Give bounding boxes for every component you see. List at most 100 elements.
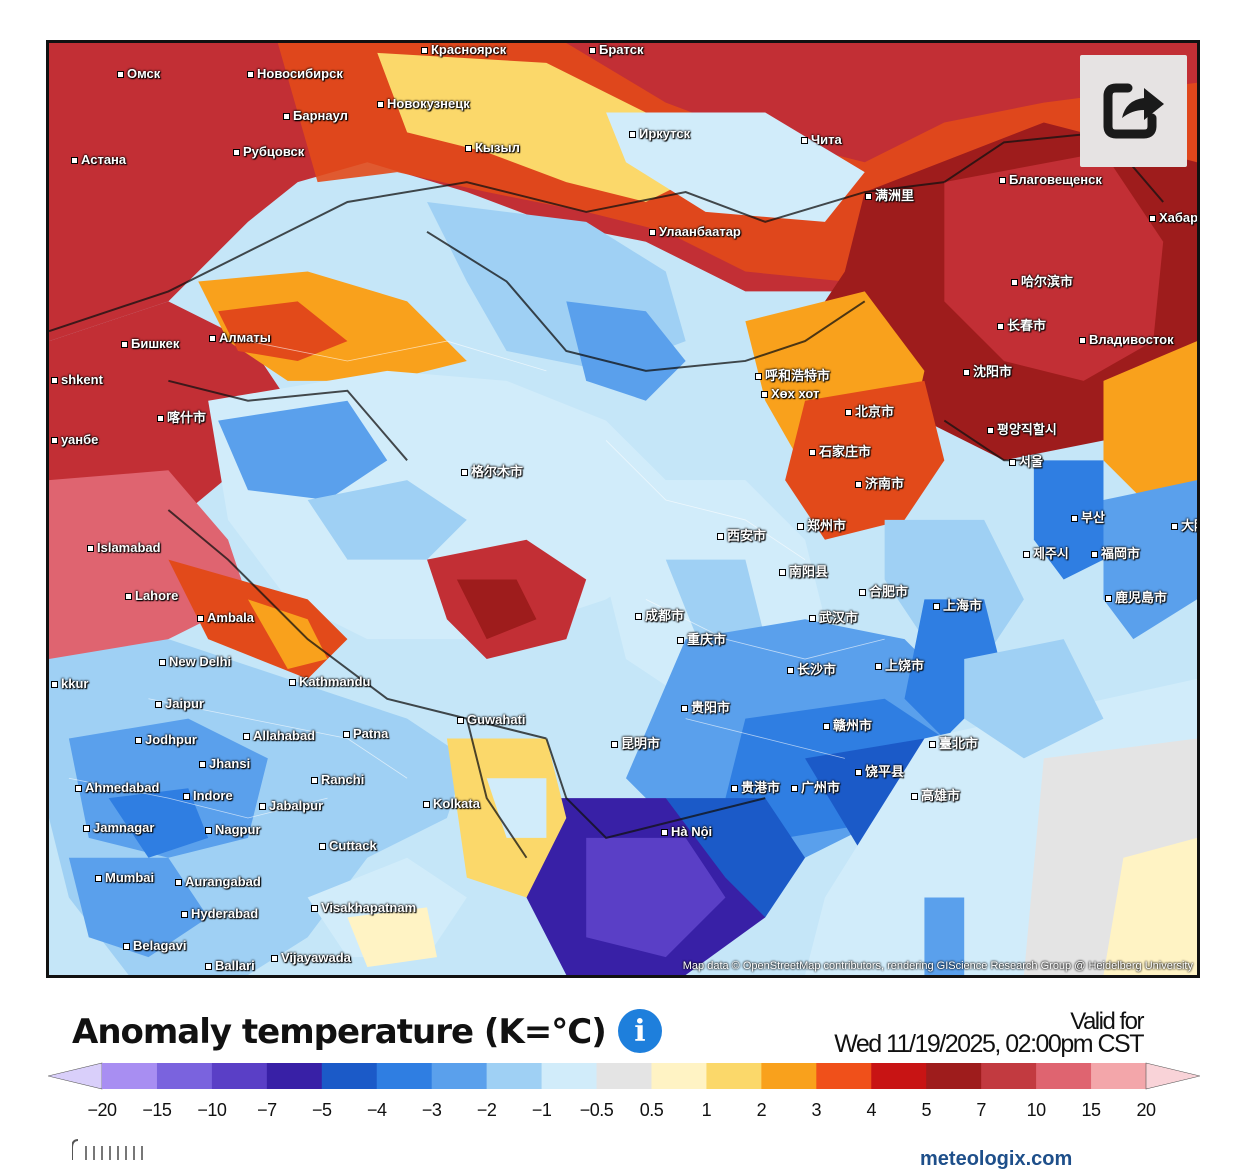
city-label: Allahabad xyxy=(243,729,315,742)
legend-swatch xyxy=(431,1063,488,1089)
footer-logo xyxy=(72,1138,150,1160)
city-marker xyxy=(1071,515,1078,523)
footer-brand[interactable]: meteologix.com xyxy=(920,1148,1073,1170)
city-label: 成都市 xyxy=(635,609,684,622)
city-label: 上饶市 xyxy=(875,659,924,672)
city-label: Чита xyxy=(801,133,842,146)
city-label: Indore xyxy=(183,789,233,802)
legend-swatch xyxy=(211,1063,268,1089)
legend-swatch xyxy=(981,1063,1037,1089)
city-label: 부산 xyxy=(1071,511,1105,524)
city-label: 臺北市 xyxy=(929,737,978,750)
city-label: 饶平县 xyxy=(855,765,904,778)
city-marker xyxy=(51,437,58,445)
city-label: Братск xyxy=(589,43,643,56)
city-marker xyxy=(117,71,124,79)
legend-tick-label: −0.5 xyxy=(579,1100,614,1120)
city-label: 上海市 xyxy=(933,599,982,612)
city-label: Cuttack xyxy=(319,839,377,852)
city-label: 贵阳市 xyxy=(681,701,730,714)
city-label: Visakhapatnam xyxy=(311,901,416,914)
legend-tick-label: 4 xyxy=(866,1100,877,1120)
legend-tick-label: −15 xyxy=(142,1100,172,1120)
city-marker xyxy=(787,667,794,675)
city-label: Кызыл xyxy=(465,141,520,154)
city-label: Хабаро xyxy=(1149,211,1197,224)
city-marker xyxy=(283,113,290,121)
legend-tick-label: −2 xyxy=(476,1100,497,1120)
legend-swatch xyxy=(651,1063,707,1089)
city-label: Aurangabad xyxy=(175,875,261,888)
city-marker xyxy=(635,613,642,621)
legend-swatch xyxy=(1036,1063,1092,1089)
city-marker xyxy=(611,741,618,749)
legend-tick-label: −4 xyxy=(366,1100,387,1120)
city-label: 평양직할시 xyxy=(987,423,1057,436)
legend-tick-label: 20 xyxy=(1136,1100,1156,1120)
city-marker xyxy=(823,723,830,731)
city-marker xyxy=(677,637,684,645)
city-marker xyxy=(125,593,132,601)
city-label: 福岡市 xyxy=(1091,547,1140,560)
map-title: Anomaly temperature (K=°C) xyxy=(72,1012,607,1052)
anomaly-map[interactable]: Омск Новосибирск Красноярск Братск Барна… xyxy=(46,40,1200,978)
city-label: 贵港市 xyxy=(731,781,780,794)
city-marker xyxy=(731,785,738,793)
city-label: Mumbai xyxy=(95,871,154,884)
color-legend xyxy=(48,1062,1200,1090)
legend-low-cap xyxy=(48,1062,103,1090)
city-marker xyxy=(155,701,162,709)
city-label: 济南市 xyxy=(855,477,904,490)
city-marker xyxy=(175,879,182,887)
city-marker xyxy=(271,955,278,963)
city-label: 呼和浩特市 xyxy=(755,369,830,382)
valid-for-label: Valid for xyxy=(1070,1008,1144,1035)
city-label: Владивосток xyxy=(1079,333,1174,346)
city-marker xyxy=(343,731,350,739)
city-marker xyxy=(1011,279,1018,287)
legend-tick-label: 0.5 xyxy=(639,1100,664,1120)
city-marker xyxy=(791,785,798,793)
city-marker xyxy=(121,341,128,349)
city-marker xyxy=(859,589,866,597)
city-marker xyxy=(319,843,326,851)
city-marker xyxy=(755,373,762,381)
city-marker xyxy=(589,47,596,55)
legend-tick-label: 2 xyxy=(756,1100,767,1120)
city-marker xyxy=(1149,215,1156,223)
legend-tick-label: −3 xyxy=(421,1100,442,1120)
city-marker xyxy=(911,793,918,801)
legend-tick-label: 7 xyxy=(976,1100,986,1120)
city-label: Алматы xyxy=(209,331,271,344)
legend-tick-label: −1 xyxy=(531,1100,552,1120)
city-marker xyxy=(233,149,240,157)
city-marker xyxy=(997,323,1004,331)
share-icon xyxy=(1103,83,1164,139)
city-marker xyxy=(1171,523,1178,531)
city-marker xyxy=(421,47,428,55)
city-label: 赣州市 xyxy=(823,719,872,732)
city-label: Ahmedabad xyxy=(75,781,159,794)
city-marker xyxy=(1091,551,1098,559)
city-marker xyxy=(205,963,212,971)
valid-date: Wed 11/19/2025, 02:00pm CST xyxy=(834,1030,1144,1058)
legend-ticks: −20 −15 −10 −7 −5 −4 −3 −2 −1 −0.5 0.5 1 2 3 4 5 7 10 15 20 xyxy=(0,1100,1253,1122)
city-marker xyxy=(629,131,636,139)
city-label: Ballari xyxy=(205,959,255,972)
city-marker xyxy=(159,659,166,667)
city-marker xyxy=(157,415,164,423)
city-marker xyxy=(1009,459,1016,467)
city-label: 南阳县 xyxy=(779,565,828,578)
city-marker xyxy=(845,409,852,417)
city-label: Vijayawada xyxy=(271,951,351,964)
info-icon[interactable]: i xyxy=(618,1009,662,1053)
city-marker xyxy=(933,603,940,611)
legend-swatch xyxy=(102,1063,158,1089)
legend-swatch xyxy=(816,1063,872,1089)
city-marker xyxy=(197,615,204,623)
city-label: Hà Nội xyxy=(661,825,712,838)
city-marker xyxy=(183,793,190,801)
city-marker xyxy=(809,615,816,623)
share-button[interactable] xyxy=(1080,55,1187,167)
city-marker xyxy=(259,803,266,811)
